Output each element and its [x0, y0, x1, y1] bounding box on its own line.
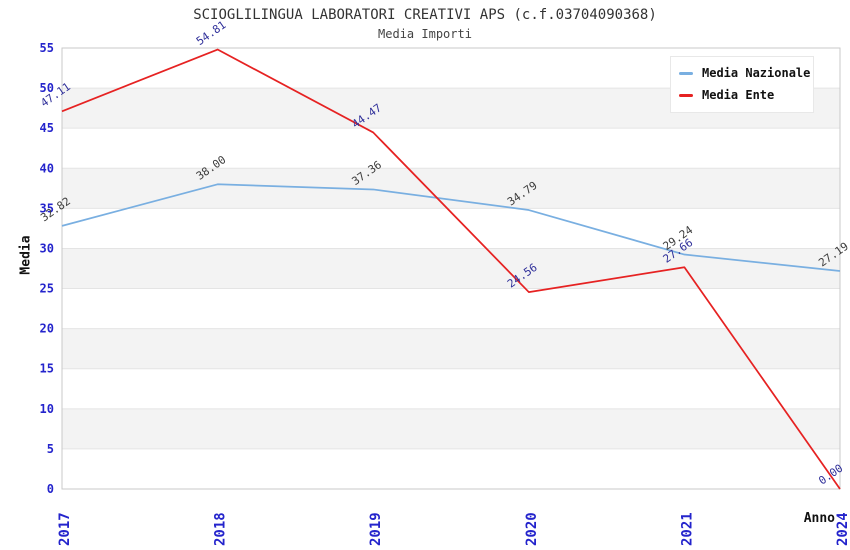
chart-subtitle: Media Importi	[378, 27, 472, 41]
y-tick-label: 50	[40, 81, 54, 95]
x-tick-label: 2017	[57, 512, 73, 546]
legend-label: Media Nazionale	[702, 66, 811, 80]
series-line-media-ente	[61, 48, 841, 490]
y-axis-title: Media	[18, 235, 34, 275]
x-tick-label: 2024	[835, 512, 850, 546]
grid-band	[62, 328, 840, 369]
x-axis-title: Anno	[803, 511, 835, 526]
grid-band	[62, 168, 840, 209]
grid-band	[62, 408, 840, 449]
y-tick-label: 45	[40, 121, 54, 135]
y-tick-label: 15	[40, 362, 54, 376]
data-label: 54.81	[194, 18, 229, 48]
y-tick-label: 35	[40, 201, 54, 215]
y-tick-label: 55	[40, 41, 54, 55]
legend-label: Media Ente	[702, 88, 775, 102]
x-tick-label: 2018	[213, 512, 229, 546]
y-tick-label: 10	[40, 402, 54, 416]
x-tick-label: 2020	[524, 512, 540, 546]
grid-band	[62, 248, 840, 289]
x-tick-label: 2021	[679, 512, 695, 546]
legend: Media Nazionale Media Ente	[670, 56, 814, 113]
data-label: 0.00	[816, 462, 845, 488]
y-tick-label: 30	[40, 241, 54, 255]
x-tick-label: 2019	[368, 512, 384, 546]
data-label: 32.82	[38, 195, 73, 225]
y-tick-label: 0	[47, 482, 54, 496]
y-tick-label: 25	[40, 282, 54, 296]
legend-line-swatch-nazionale	[679, 71, 693, 75]
legend-line-swatch-ente	[679, 93, 693, 97]
plot-border	[61, 47, 841, 490]
y-tick-label: 40	[40, 161, 54, 175]
series-line-media-nazionale	[61, 183, 841, 272]
y-tick-label: 20	[40, 322, 54, 336]
legend-item-media-nazionale: Media Nazionale	[671, 62, 813, 84]
legend-item-media-ente: Media Ente	[671, 84, 813, 106]
y-tick-label: 5	[47, 442, 54, 456]
chart-title: SCIOGLILINGUA LABORATORI CREATIVI APS (c…	[193, 7, 657, 23]
